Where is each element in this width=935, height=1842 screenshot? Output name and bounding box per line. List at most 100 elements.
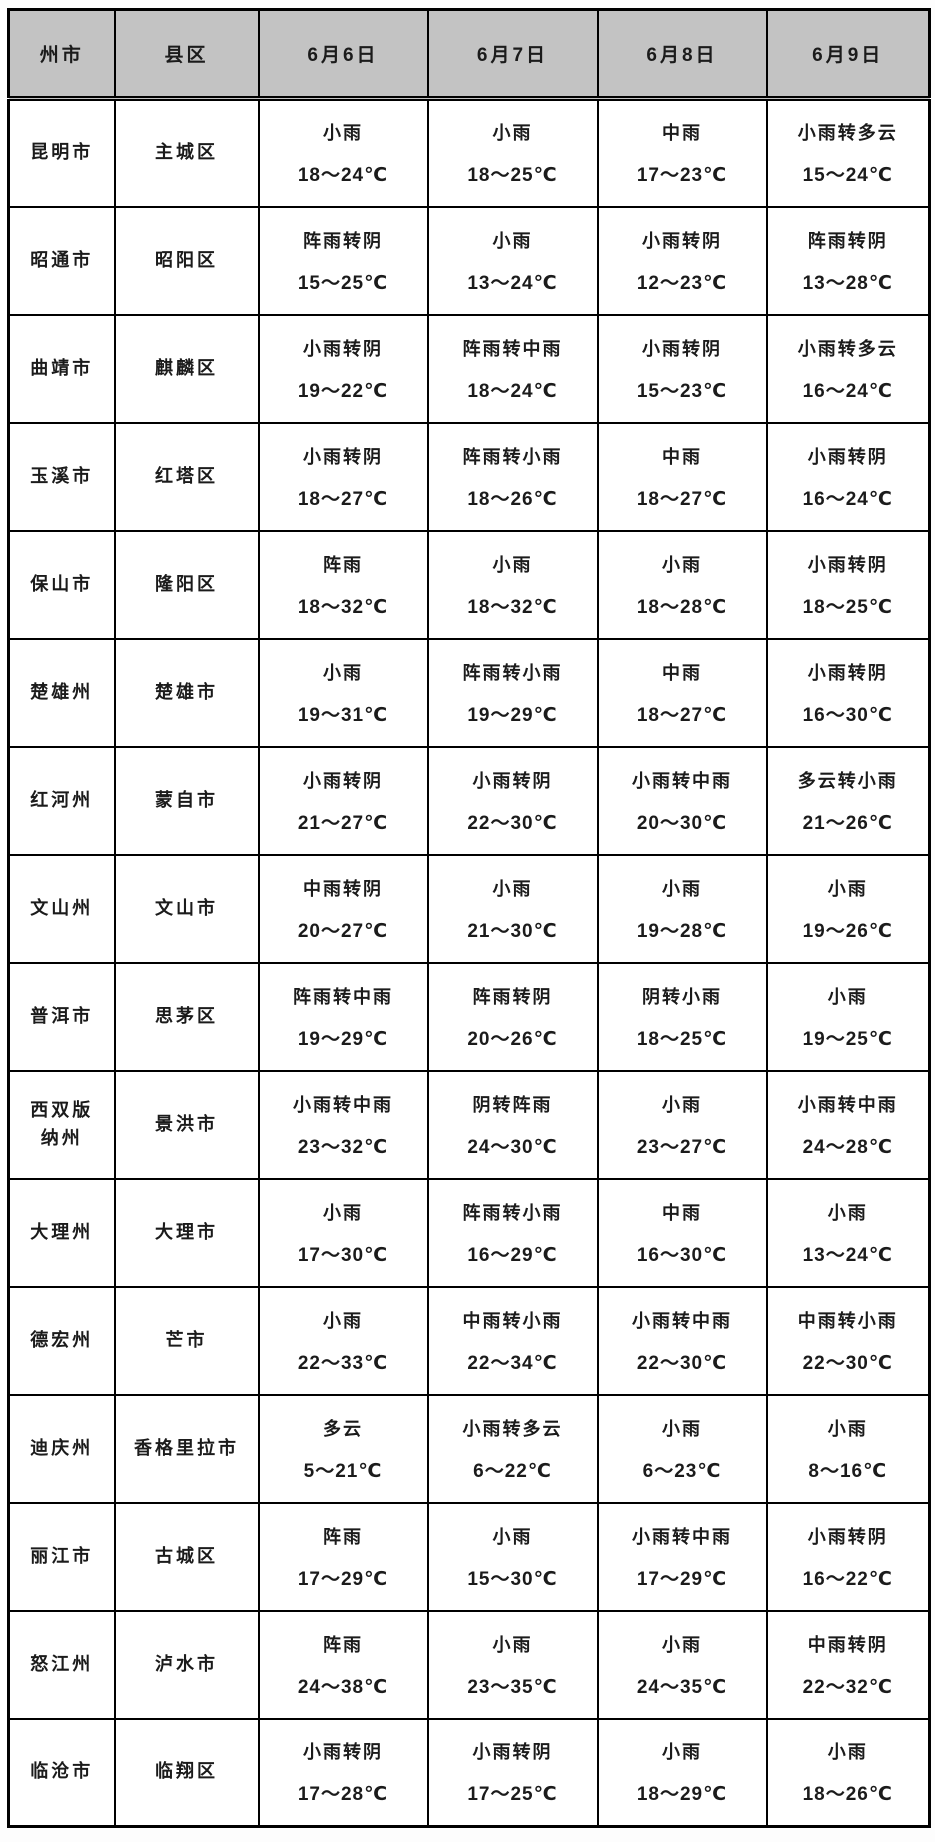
table-row: 文山州 文山市 中雨转阴 20～27℃ 小雨 21～30℃ 小雨 19～28℃ 小雨 19～26℃	[7, 853, 931, 964]
forecast-cell: 多云 5～21℃	[257, 1393, 429, 1504]
weather-text: 阵雨	[323, 1526, 363, 1547]
weather-forecast-table: 州市 县区 6月6日 6月7日 6月8日 6月9日 昆明市 主城区 小雨 18～24℃…	[7, 8, 931, 1828]
weather-text: 小雨转阴	[472, 1742, 553, 1763]
temp-range-text: 18～24℃	[467, 380, 558, 402]
temp-range-text: 18～24℃	[297, 165, 389, 187]
weather-text: 阵雨转小雨	[462, 446, 563, 467]
weather-text: 小雨转阴	[807, 662, 888, 683]
weather-text: 小雨	[827, 986, 868, 1007]
forecast-cell: 阴转阵雨 24～30℃	[426, 1069, 599, 1180]
temp-range-text: 19～22℃	[297, 380, 389, 402]
weather-text: 小雨	[662, 1418, 702, 1439]
forecast-cell: 小雨转阴 18～25℃	[765, 529, 931, 640]
forecast-cell: 小雨转阴 21～27℃	[257, 745, 429, 856]
forecast-cell: 小雨转阴 17～25℃	[426, 1717, 599, 1828]
temp-range-text: 16～22℃	[802, 1568, 893, 1590]
temp-range-text: 20～30℃	[636, 812, 728, 834]
temp-range-text: 17～25℃	[467, 1784, 558, 1806]
table-row: 普洱市 思茅区 阵雨转中雨 19～29℃ 阵雨转阴 20～26℃ 阴转小雨 18～25℃ 小雨 1…	[7, 961, 931, 1072]
weather-text: 阵雨转阴	[807, 230, 888, 251]
forecast-cell: 阵雨 17～29℃	[257, 1501, 429, 1612]
header-prefecture: 州市	[7, 8, 116, 101]
county-cell: 香格里拉市	[113, 1393, 260, 1504]
temp-range-text: 23～35℃	[467, 1676, 558, 1698]
forecast-cell: 小雨转阴 16～22℃	[765, 1501, 931, 1612]
forecast-cell: 小雨 23～35℃	[426, 1609, 599, 1720]
forecast-cell: 小雨 18～32℃	[426, 529, 599, 640]
forecast-cell: 小雨转多云 15～24℃	[765, 97, 931, 208]
forecast-cell: 中雨转小雨 22～30℃	[765, 1285, 931, 1396]
temp-range-text: 18～25℃	[802, 596, 893, 618]
weather-text: 小雨	[323, 1202, 363, 1223]
weather-text: 中雨	[662, 446, 702, 467]
temp-range-text: 18～29℃	[636, 1784, 728, 1806]
county-cell: 隆阳区	[113, 529, 260, 640]
forecast-cell: 阵雨转中雨 18～24℃	[426, 313, 599, 424]
temp-range-text: 13～24℃	[802, 1244, 893, 1266]
temp-range-text: 24～35℃	[636, 1676, 728, 1698]
forecast-cell: 阵雨转小雨 19～29℃	[426, 637, 599, 748]
temp-range-text: 23～27℃	[636, 1136, 728, 1158]
forecast-cell: 阴转小雨 18～25℃	[596, 961, 768, 1072]
forecast-cell: 小雨转阴 19～22℃	[257, 313, 429, 424]
weather-text: 小雨	[492, 123, 533, 144]
forecast-cell: 小雨转中雨 24～28℃	[765, 1069, 931, 1180]
forecast-cell: 小雨转中雨 17～29℃	[596, 1501, 768, 1612]
prefecture-cell: 迪庆州	[7, 1393, 116, 1504]
county-cell: 泸水市	[113, 1609, 260, 1720]
prefecture-cell: 普洱市	[7, 961, 116, 1072]
forecast-cell: 小雨 18～24℃	[257, 97, 429, 208]
weather-text: 小雨	[492, 554, 533, 575]
forecast-cell: 小雨 18～28℃	[596, 529, 768, 640]
weather-text: 小雨	[827, 878, 868, 899]
county-cell: 大理市	[113, 1177, 260, 1288]
temp-range-text: 22～32℃	[802, 1676, 893, 1698]
table-row: 保山市 隆阳区 阵雨 18～32℃ 小雨 18～32℃ 小雨 18～28℃ 小雨转阴 18～25℃	[7, 529, 931, 640]
forecast-cell: 小雨转多云 6～22℃	[426, 1393, 599, 1504]
prefecture-cell: 昆明市	[7, 97, 116, 208]
forecast-cell: 中雨转小雨 22～34℃	[426, 1285, 599, 1396]
forecast-cell: 小雨转阴 17～28℃	[257, 1717, 429, 1828]
temp-range-text: 18～25℃	[636, 1028, 728, 1050]
county-cell: 景洪市	[113, 1069, 260, 1180]
table-body: 昆明市 主城区 小雨 18～24℃ 小雨 18～25℃ 中雨 17～23℃ 小雨转多云 15～24…	[7, 97, 931, 1828]
forecast-cell: 小雨转阴 18～27℃	[257, 421, 429, 532]
temp-range-text: 24～28℃	[802, 1136, 893, 1158]
forecast-cell: 小雨转多云 16～24℃	[765, 313, 931, 424]
weather-text: 小雨转中雨	[293, 1094, 393, 1115]
prefecture-cell: 保山市	[7, 529, 116, 640]
temp-range-text: 21～26℃	[802, 812, 893, 834]
weather-text: 小雨	[492, 878, 533, 899]
county-cell: 芒市	[113, 1285, 260, 1396]
temp-range-text: 8～16℃	[808, 1460, 888, 1482]
weather-text: 阵雨	[323, 554, 363, 575]
forecast-cell: 阵雨转阴 15～25℃	[257, 205, 429, 316]
forecast-cell: 小雨 24～35℃	[596, 1609, 768, 1720]
prefecture-cell: 楚雄州	[7, 637, 116, 748]
weather-text: 阴转小雨	[642, 986, 722, 1007]
forecast-cell: 小雨 18～25℃	[426, 97, 599, 208]
weather-text: 小雨	[662, 554, 702, 575]
weather-text: 小雨	[492, 1526, 533, 1547]
table-row: 昆明市 主城区 小雨 18～24℃ 小雨 18～25℃ 中雨 17～23℃ 小雨转多云 15～24…	[7, 97, 931, 208]
weather-text: 中雨	[662, 123, 702, 144]
temp-range-text: 15～24℃	[802, 165, 893, 187]
header-date-jun8: 6月8日	[596, 8, 768, 101]
weather-text: 小雨转多云	[797, 123, 898, 144]
temp-range-text: 18～25℃	[467, 165, 558, 187]
temp-range-text: 22～30℃	[802, 1352, 893, 1374]
weather-text: 多云	[323, 1418, 363, 1439]
forecast-cell: 小雨 22～33℃	[257, 1285, 429, 1396]
table-row: 曲靖市 麒麟区 小雨转阴 19～22℃ 阵雨转中雨 18～24℃ 小雨转阴 15～23℃ 小雨转…	[7, 313, 931, 424]
temp-range-text: 21～27℃	[297, 812, 389, 834]
forecast-cell: 小雨转阴 22～30℃	[426, 745, 599, 856]
weather-text: 小雨转阴	[303, 338, 383, 359]
county-cell: 楚雄市	[113, 637, 260, 748]
forecast-cell: 阵雨转阴 20～26℃	[426, 961, 599, 1072]
temp-range-text: 20～27℃	[297, 920, 389, 942]
prefecture-cell: 怒江州	[7, 1609, 116, 1720]
prefecture-cell: 红河州	[7, 745, 116, 856]
table-row: 大理州 大理市 小雨 17～30℃ 阵雨转小雨 16～29℃ 中雨 16～30℃ 小雨 13～24…	[7, 1177, 931, 1288]
weather-text: 小雨	[323, 662, 363, 683]
header-date-jun9: 6月9日	[765, 8, 931, 101]
